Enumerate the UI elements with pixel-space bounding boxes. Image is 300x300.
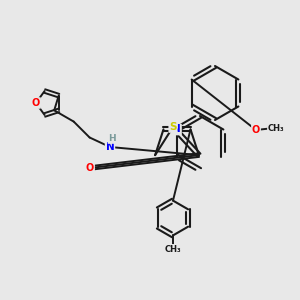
Text: H: H	[108, 134, 116, 143]
Text: N: N	[106, 142, 114, 152]
Text: O: O	[252, 125, 260, 135]
Text: O: O	[86, 163, 94, 173]
Text: CH₃: CH₃	[268, 124, 284, 133]
Text: S: S	[169, 122, 177, 132]
Text: N: N	[172, 124, 181, 134]
Text: CH₃: CH₃	[165, 245, 181, 254]
Text: O: O	[32, 98, 40, 108]
